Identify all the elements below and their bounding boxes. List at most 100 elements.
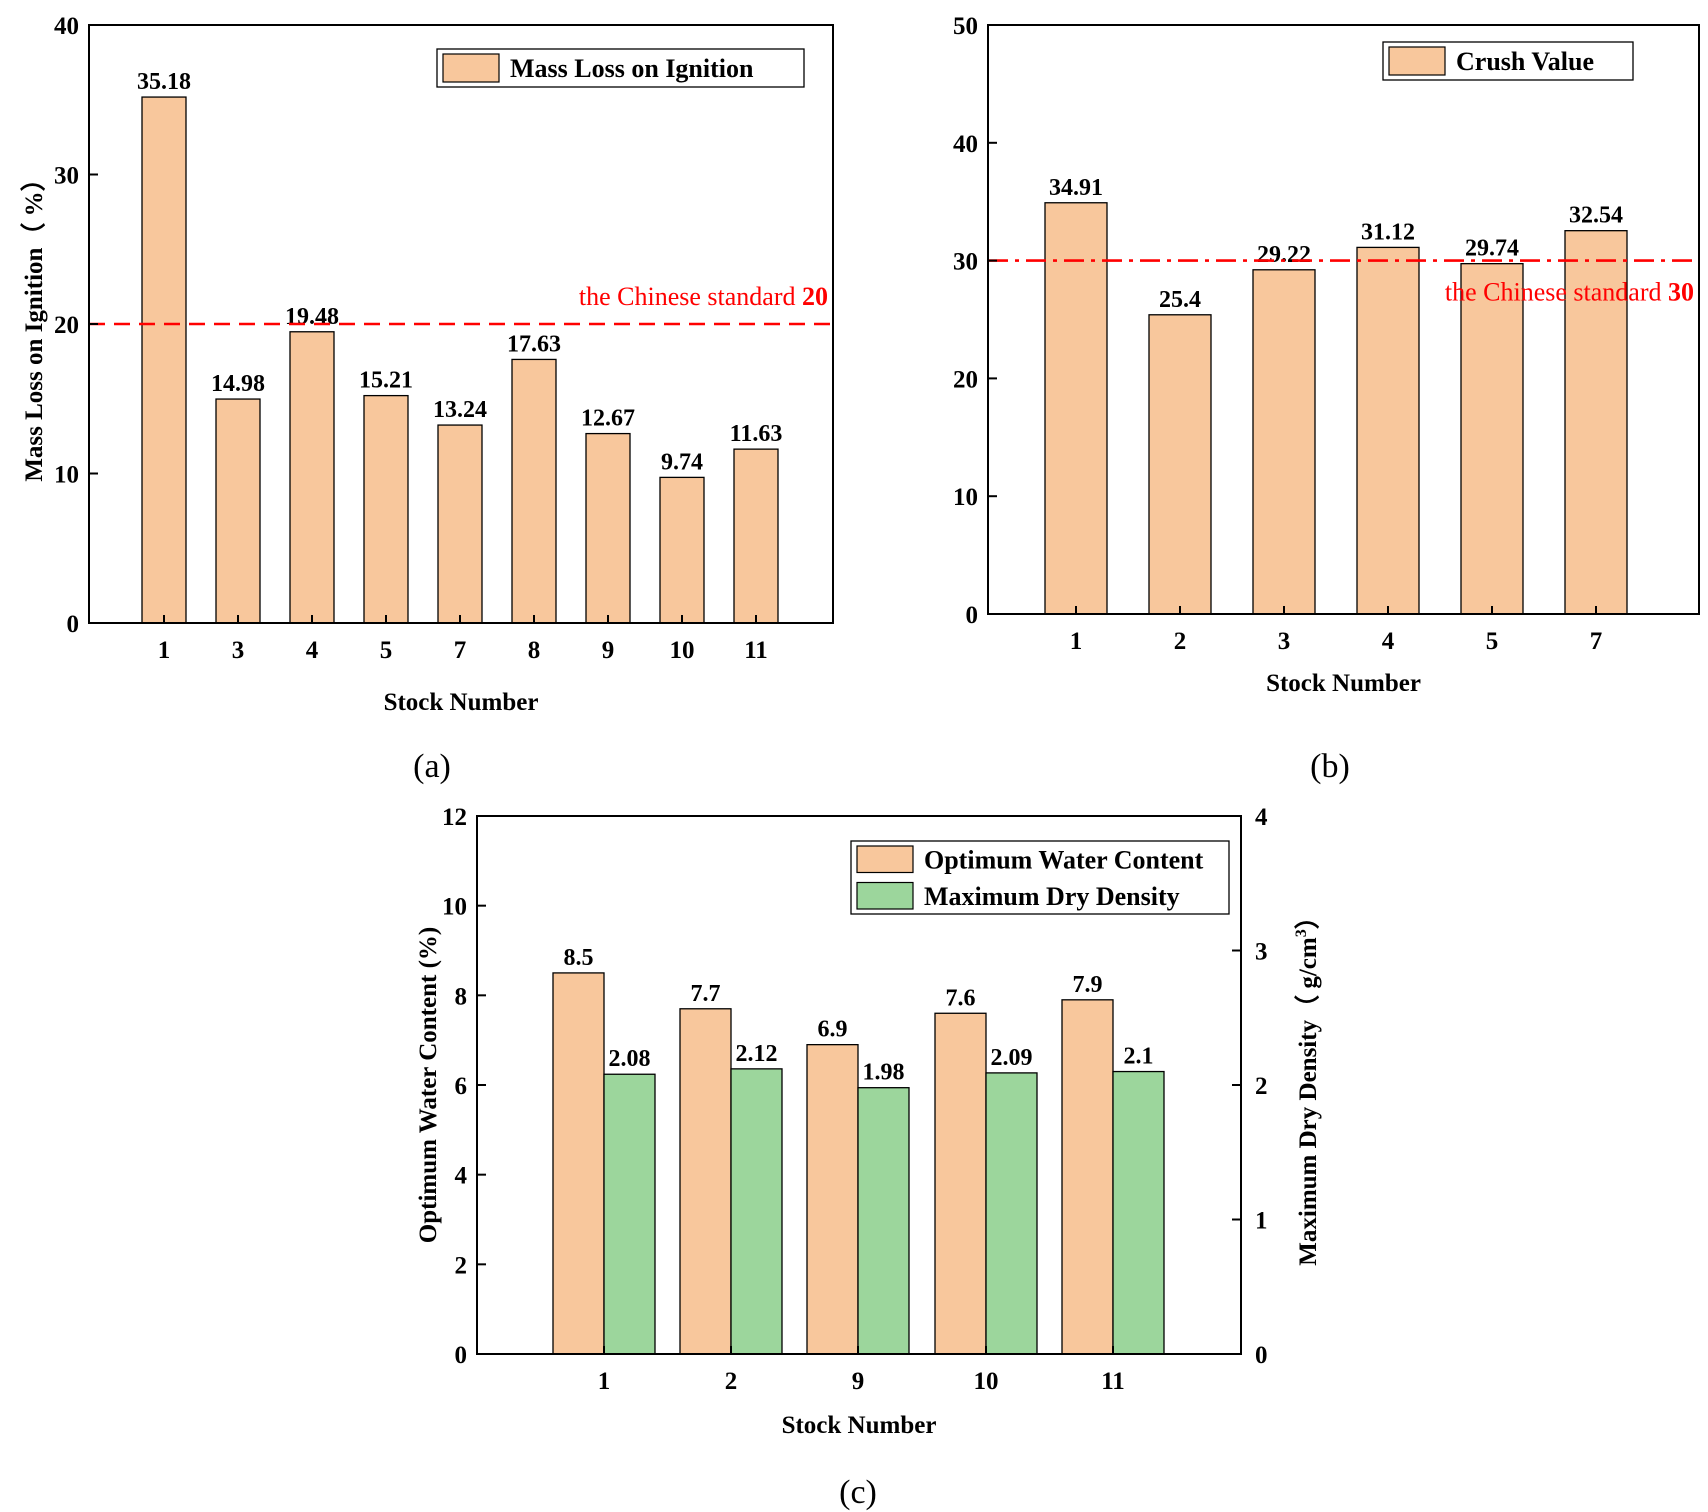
x-axis-label: Stock Number	[1266, 670, 1421, 697]
x-axis-label: Stock Number	[384, 689, 539, 716]
y-axis-label-right-superscript: 3	[1293, 929, 1310, 937]
y-tick-label: 0	[966, 602, 979, 629]
y-tick-label: 2	[455, 1252, 468, 1279]
data-label: 12.67	[581, 406, 635, 432]
reference-line-label: the Chinese standard 30	[1445, 278, 1694, 307]
y-tick-label: 12	[442, 804, 467, 831]
bar	[552, 972, 605, 1355]
legend-label: Mass Loss on Ignition	[510, 54, 754, 83]
data-label: 15.21	[359, 368, 413, 394]
bar	[511, 358, 557, 624]
x-tick-label: 2	[725, 1368, 738, 1395]
y-tick-label: 0	[455, 1342, 468, 1369]
x-tick-label: 4	[1382, 628, 1395, 655]
legend-label: Crush Value	[1456, 47, 1594, 76]
x-tick-label: 11	[1101, 1368, 1125, 1395]
data-label: 25.4	[1159, 287, 1201, 313]
data-label: 1.98	[863, 1060, 905, 1086]
reference-value: 30	[1668, 278, 1694, 307]
bar	[1252, 269, 1316, 615]
bar	[437, 424, 483, 624]
x-tick-label: 10	[670, 637, 695, 664]
y-tick-label: 50	[953, 13, 978, 40]
data-label: 8.5	[564, 945, 594, 971]
bar	[603, 1073, 656, 1355]
y-tick-label: 40	[953, 131, 978, 158]
x-tick-label: 9	[852, 1368, 865, 1395]
bar	[857, 1087, 910, 1355]
bar	[1044, 202, 1108, 615]
data-label: 2.12	[736, 1041, 778, 1067]
data-label: 2.08	[609, 1046, 651, 1072]
x-tick-label: 7	[1590, 628, 1603, 655]
y-tick-label-right: 0	[1255, 1342, 1268, 1369]
legend-label: Maximum Dry Density	[924, 882, 1180, 911]
bar	[1148, 314, 1212, 615]
x-tick-label: 2	[1174, 628, 1187, 655]
data-label: 35.18	[137, 69, 191, 95]
reference-line-label: the Chinese standard 20	[579, 282, 828, 311]
data-label: 34.91	[1049, 175, 1103, 201]
bar	[730, 1068, 783, 1355]
y-tick-label: 8	[455, 983, 468, 1010]
bar	[806, 1044, 859, 1355]
x-tick-label: 4	[306, 637, 319, 664]
reference-value: 20	[802, 282, 828, 311]
bar	[1460, 263, 1524, 615]
y-tick-label: 30	[54, 163, 79, 190]
legend-box	[850, 840, 1230, 915]
y-tick-label: 40	[54, 13, 79, 40]
y-tick-label: 20	[54, 312, 79, 339]
bar	[1564, 230, 1628, 615]
bar	[141, 96, 187, 624]
reference-text: the Chinese standard	[1445, 278, 1668, 307]
x-tick-label: 10	[974, 1368, 999, 1395]
x-tick-label: 8	[528, 637, 541, 664]
bar	[679, 1008, 732, 1355]
data-label: 14.98	[211, 371, 265, 397]
y-tick-label: 30	[953, 249, 978, 276]
y-tick-label: 4	[455, 1163, 468, 1190]
legend-swatch	[856, 881, 914, 910]
chart-c: 8.5 2.08 7.7 2.12 6.9 1.98 7.6 2.09 7.9 2.1 0 2 4 6 8 1…	[415, 804, 1322, 1511]
y-tick-label: 20	[953, 366, 978, 393]
bar	[585, 432, 631, 624]
x-axis-label: Stock Number	[782, 1412, 937, 1439]
data-label: 19.48	[285, 304, 339, 330]
data-label: 7.9	[1073, 972, 1103, 998]
x-tick-label: 5	[380, 637, 393, 664]
y-tick-label-right: 1	[1255, 1208, 1268, 1235]
data-label: 2.1	[1124, 1044, 1154, 1070]
x-tick-label: 9	[602, 637, 615, 664]
y-tick-label: 10	[953, 484, 978, 511]
x-tick-label: 1	[158, 637, 171, 664]
reference-text: the Chinese standard	[579, 282, 802, 311]
bar	[659, 476, 705, 624]
chart-a: 35.18 14.98 19.48 15.21 13.24 17.63 12.67 9.74 1…	[19, 13, 834, 785]
data-label: 7.7	[691, 981, 721, 1007]
data-label: 29.22	[1257, 242, 1311, 268]
data-label: 9.74	[661, 449, 703, 475]
y-axis-label-right-close: ）	[1293, 904, 1322, 929]
data-label: 6.9	[818, 1017, 848, 1043]
bar	[1061, 999, 1114, 1355]
data-label: 31.12	[1361, 219, 1415, 245]
y-tick-label: 0	[67, 611, 80, 638]
panel-label: (a)	[413, 748, 451, 785]
y-axis-label: Optimum Water Content (%)	[415, 927, 442, 1243]
bar	[289, 331, 335, 624]
data-label: 17.63	[507, 331, 561, 357]
legend-swatch	[1388, 46, 1446, 76]
bar	[215, 398, 261, 624]
legend-label: Optimum Water Content	[924, 845, 1204, 874]
data-label: 11.63	[730, 421, 783, 447]
legend-swatch	[856, 845, 914, 874]
plot-frame	[987, 24, 1700, 615]
data-label: 2.09	[991, 1045, 1033, 1071]
y-axis-label-right-text: Maximum Dry Density（ g/cm	[1293, 937, 1322, 1266]
y-tick-label: 6	[455, 1073, 468, 1100]
x-tick-label: 3	[232, 637, 245, 664]
y-tick-label: 10	[442, 894, 467, 921]
data-label: 32.54	[1569, 203, 1623, 229]
y-tick-label: 10	[54, 462, 79, 489]
